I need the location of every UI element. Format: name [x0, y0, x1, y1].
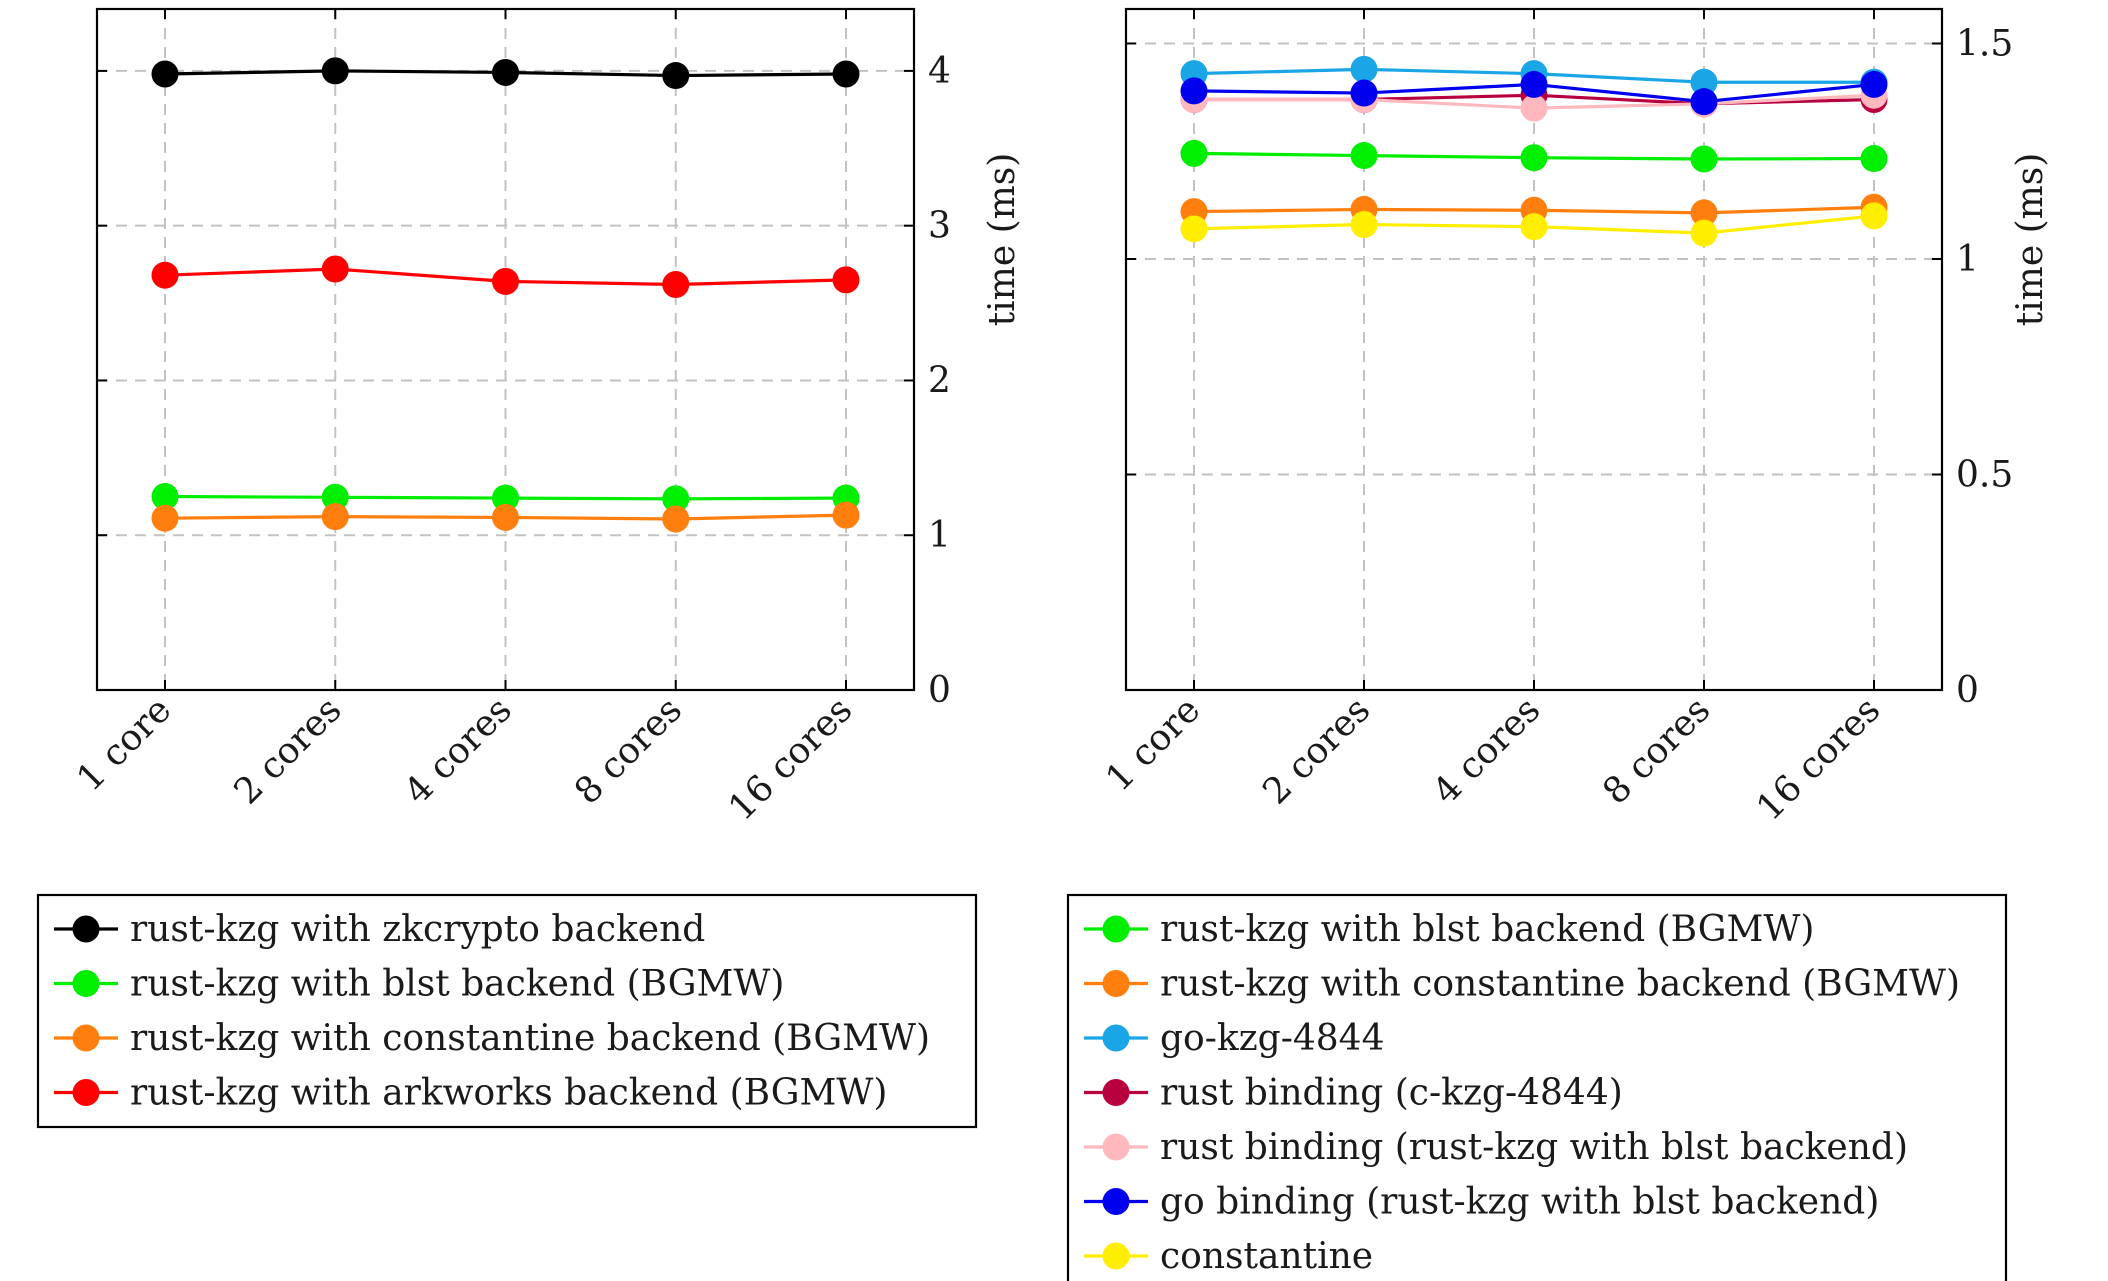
data-point: [492, 503, 519, 531]
data-point: [832, 266, 860, 294]
legend-marker: [1102, 1242, 1130, 1270]
legend-label: rust-kzg with constantine backend (BGMW): [130, 1018, 930, 1059]
data-point: [1180, 215, 1208, 243]
legend-marker: [1102, 1133, 1130, 1161]
data-point: [1520, 144, 1548, 172]
data-point: [321, 503, 349, 531]
legend-label: rust binding (c-kzg-4844): [1160, 1073, 1623, 1114]
x-tick-label: 2 cores: [1255, 689, 1378, 812]
data-point: [832, 501, 860, 529]
legend-marker: [1102, 970, 1130, 997]
data-point: [1690, 88, 1718, 116]
data-point: [1520, 213, 1548, 241]
data-point: [321, 255, 349, 283]
chart-left: 0 1 2 3 4 time (ms) 1 core 2 cores 4 cores 8 core…: [69, 7, 1023, 829]
legend-label: rust-kzg with blst backend (BGMW): [130, 964, 784, 1005]
data-point: [321, 483, 349, 511]
y-tick-label: 2: [928, 360, 951, 401]
x-tick-label: 1 core: [69, 689, 179, 799]
data-point: [662, 505, 690, 533]
data-point: [1350, 79, 1378, 107]
data-point: [1690, 145, 1718, 173]
data-point: [1350, 142, 1378, 170]
legend-box: [36, 893, 978, 1129]
data-point: [151, 261, 179, 289]
x-tick-label: 8 cores: [567, 689, 690, 812]
legend-label: go binding (rust-kzg with blst backend): [1160, 1182, 1879, 1223]
data-point: [662, 62, 690, 90]
data-point: [1690, 68, 1718, 96]
data-point: [151, 504, 179, 532]
y-tick-label: 0: [1956, 670, 1979, 711]
legend-box: [1066, 893, 2008, 1281]
data-point: [321, 57, 349, 85]
x-tick-label: 4 cores: [397, 689, 520, 812]
data-point: [1180, 77, 1208, 105]
legend-label: rust-kzg with arkworks backend (BGMW): [130, 1073, 887, 1114]
legend-left: rust-kzg with zkcrypto backend rust-kzg w…: [36, 893, 978, 1129]
data-point: [492, 58, 519, 86]
data-point: [1860, 70, 1888, 98]
y-tick-label: 4: [928, 51, 951, 92]
legend-marker: [72, 1024, 100, 1052]
legend-marker: [1102, 915, 1130, 943]
data-point: [151, 60, 179, 88]
data-point: [662, 485, 690, 513]
y-tick-label: 1.5: [1956, 23, 2013, 64]
legend-label: rust-kzg with blst backend (BGMW): [1160, 909, 1814, 950]
legend-marker: [1102, 1188, 1130, 1215]
y-tick-label: 1: [1956, 239, 1979, 280]
chart-right: 0 0.5 1 1.5 time (ms) 1 core 2 cores 4 cores 8 c…: [1098, 7, 2051, 829]
data-point: [151, 483, 179, 511]
data-point: [1860, 145, 1888, 173]
data-point: [1350, 55, 1378, 83]
legend-label: go-kzg-4844: [1160, 1018, 1385, 1059]
data-point: [492, 267, 519, 295]
data-point: [662, 270, 690, 298]
legend-marker: [72, 970, 100, 997]
y-tick-label: 0: [928, 670, 951, 711]
data-point: [1860, 202, 1888, 230]
data-point: [1350, 211, 1378, 239]
legend-right: rust-kzg with blst backend (BGMW) rust-kz…: [1066, 893, 2008, 1281]
x-tick-label: 8 cores: [1595, 689, 1718, 812]
x-tick-label: 4 cores: [1425, 689, 1548, 812]
legend-marker: [72, 1079, 100, 1106]
y-axis-label: time (ms): [982, 153, 1023, 327]
data-point: [1520, 94, 1548, 122]
legend-marker: [1102, 1024, 1130, 1052]
y-axis-label: time (ms): [2010, 153, 2051, 327]
legend-label: constantine: [1160, 1236, 1373, 1277]
data-point: [492, 484, 519, 512]
legend-label: rust-kzg with constantine backend (BGMW): [1160, 964, 1960, 1005]
data-point: [1180, 139, 1208, 167]
legend-label: rust-kzg with zkcrypto backend: [130, 909, 705, 950]
data-point: [1520, 70, 1548, 98]
legend-marker: [72, 915, 100, 943]
legend-label: rust binding (rust-kzg with blst backend…: [1160, 1127, 1908, 1168]
x-tick-label: 1 core: [1098, 689, 1208, 799]
x-tick-label: 2 cores: [226, 689, 349, 812]
y-tick-label: 0.5: [1956, 454, 2013, 495]
y-tick-label: 1: [928, 515, 951, 556]
x-tick-label: 16 cores: [721, 689, 860, 828]
y-tick-label: 3: [928, 206, 951, 247]
legend-marker: [1102, 1079, 1130, 1106]
data-point: [832, 60, 860, 88]
x-tick-label: 16 cores: [1749, 689, 1888, 828]
data-point: [1690, 219, 1718, 247]
data-point: [1690, 199, 1718, 227]
